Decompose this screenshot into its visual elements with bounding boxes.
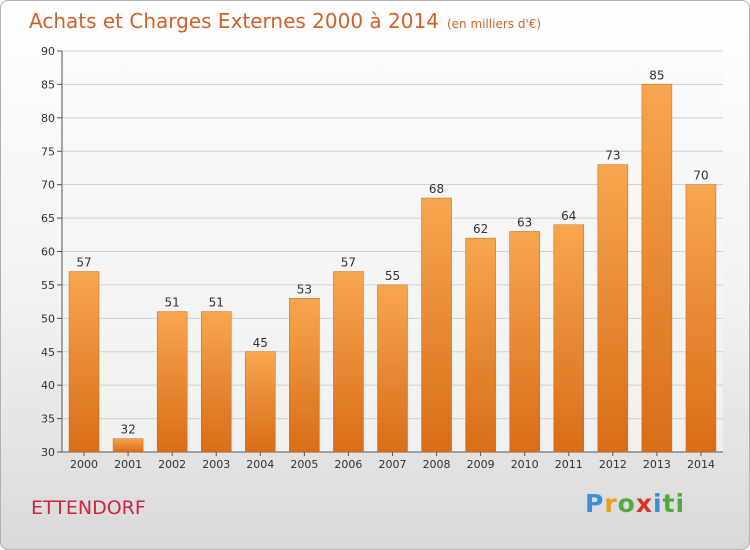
proxiti-logo: Proxiti bbox=[585, 489, 685, 518]
x-tick-label: 2002 bbox=[158, 458, 186, 471]
bar bbox=[333, 271, 364, 453]
bar bbox=[465, 237, 496, 453]
y-tick-label: 75 bbox=[41, 145, 55, 158]
chart-title-text: Achats et Charges Externes 2000 à 2014 bbox=[29, 9, 439, 33]
data-label: 51 bbox=[165, 296, 180, 310]
bar bbox=[553, 224, 585, 453]
y-tick-label: 35 bbox=[41, 413, 55, 426]
y-tick-label: 70 bbox=[41, 179, 55, 192]
bar bbox=[641, 84, 673, 453]
x-tick-label: 2008 bbox=[423, 458, 451, 471]
y-tick-label: 65 bbox=[41, 212, 55, 225]
logo-letter: r bbox=[604, 489, 618, 518]
logo-letter: i bbox=[675, 489, 686, 518]
commune-name: ETTENDORF bbox=[31, 497, 146, 519]
data-label: 85 bbox=[649, 68, 664, 82]
data-label: 57 bbox=[341, 256, 356, 270]
logo-letter: o bbox=[617, 489, 636, 518]
data-label: 73 bbox=[605, 149, 620, 163]
x-tick-label: 2003 bbox=[202, 458, 230, 471]
y-tick-label: 85 bbox=[41, 78, 55, 91]
bar bbox=[156, 311, 188, 453]
data-label: 68 bbox=[429, 182, 444, 196]
data-label: 51 bbox=[209, 296, 224, 310]
chart-unit: (en milliers d'€) bbox=[446, 17, 542, 31]
bar bbox=[112, 438, 144, 453]
x-tick-label: 2013 bbox=[643, 458, 671, 471]
x-tick-label: 2012 bbox=[599, 458, 627, 471]
chart-title: Achats et Charges Externes 2000 à 2014 (e… bbox=[29, 9, 541, 33]
data-label: 64 bbox=[561, 209, 576, 223]
bar bbox=[509, 231, 540, 453]
bar bbox=[377, 284, 408, 453]
data-label: 45 bbox=[253, 336, 268, 350]
data-label: 63 bbox=[517, 215, 532, 229]
x-tick-label: 2001 bbox=[114, 458, 142, 471]
x-tick-label: 2009 bbox=[467, 458, 495, 471]
x-tick-label: 2007 bbox=[379, 458, 407, 471]
y-tick-label: 60 bbox=[41, 246, 55, 259]
bar bbox=[685, 184, 717, 453]
y-tick-label: 55 bbox=[41, 279, 55, 292]
y-tick-label: 30 bbox=[41, 446, 55, 459]
bar bbox=[68, 271, 100, 453]
data-label: 57 bbox=[76, 256, 91, 270]
logo-letter: i bbox=[653, 489, 663, 518]
logo-letter: t bbox=[662, 489, 676, 518]
data-label: 53 bbox=[297, 282, 312, 296]
y-tick-label: 40 bbox=[41, 379, 55, 392]
bar bbox=[289, 298, 320, 453]
data-label: 70 bbox=[693, 169, 708, 183]
bar bbox=[421, 197, 452, 453]
x-tick-label: 2004 bbox=[246, 458, 274, 471]
y-tick-label: 80 bbox=[41, 112, 55, 125]
x-tick-label: 2011 bbox=[555, 458, 583, 471]
data-label: 32 bbox=[120, 423, 135, 437]
x-tick-label: 2010 bbox=[511, 458, 539, 471]
bar bbox=[245, 351, 276, 453]
bar bbox=[200, 311, 232, 453]
y-tick-label: 90 bbox=[41, 45, 55, 58]
x-tick-label: 2000 bbox=[70, 458, 98, 471]
x-tick-label: 2006 bbox=[334, 458, 362, 471]
y-tick-label: 50 bbox=[41, 312, 55, 325]
data-label: 62 bbox=[473, 222, 488, 236]
bar bbox=[597, 164, 629, 453]
logo-letter: x bbox=[635, 489, 653, 518]
x-tick-label: 2014 bbox=[687, 458, 715, 471]
x-tick-label: 2005 bbox=[290, 458, 318, 471]
logo-letter: P bbox=[585, 489, 605, 518]
y-tick-label: 45 bbox=[41, 346, 55, 359]
data-label: 55 bbox=[385, 269, 400, 283]
